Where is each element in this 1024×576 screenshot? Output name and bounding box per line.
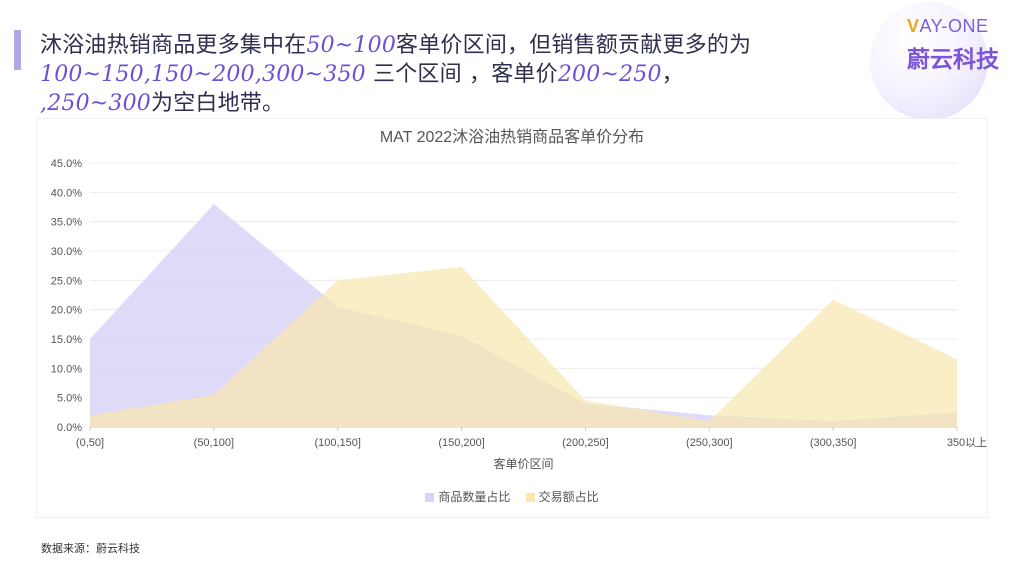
y-tick-label: 0.0% xyxy=(57,422,82,434)
y-tick-label: 30.0% xyxy=(51,246,82,258)
series-area-1 xyxy=(90,266,957,427)
data-point xyxy=(708,420,710,422)
x-tick-label: 350以上 xyxy=(947,436,987,449)
y-tick-label: 20.0% xyxy=(51,305,82,317)
legend-swatch-product-count xyxy=(425,493,435,503)
y-tick-label: 25.0% xyxy=(51,275,82,287)
logo-english-text: VAY-ONE xyxy=(907,16,989,36)
logo-chinese-text: 蔚云科技 xyxy=(907,47,999,73)
data-point xyxy=(213,394,215,396)
x-tick-label: (150,200] xyxy=(438,437,484,449)
x-tick-label: (50,100] xyxy=(194,437,234,449)
data-point xyxy=(213,203,215,205)
x-tick-label: (0,50] xyxy=(76,437,104,449)
y-tick-label: 40.0% xyxy=(51,187,82,199)
legend-item-product-count: 商品数量占比 xyxy=(425,488,510,505)
y-tick-label: 15.0% xyxy=(51,334,82,346)
data-point xyxy=(89,414,91,416)
y-tick-label: 5.0% xyxy=(57,393,82,405)
data-point xyxy=(832,299,834,301)
x-tick-label: (250,300] xyxy=(686,437,732,449)
data-point xyxy=(584,400,586,402)
x-axis-label: 客单价区间 xyxy=(493,456,553,471)
data-point xyxy=(461,266,463,268)
chart-legend: 商品数量占比 交易额占比 xyxy=(0,488,1024,505)
y-tick-label: 10.0% xyxy=(51,363,82,375)
chart-title: MAT 2022沐浴油热销商品客单价分布 xyxy=(379,129,645,146)
x-tick-label: (200,250] xyxy=(562,437,608,449)
legend-swatch-sales-amount xyxy=(525,493,535,503)
y-tick-label: 45.0% xyxy=(51,158,82,170)
title-accent-bar xyxy=(14,30,21,70)
legend-item-sales-amount: 交易额占比 xyxy=(525,488,599,505)
data-point xyxy=(956,359,958,361)
page-headline: 沐浴油热销商品更多集中在50~100客单价区间，但销售额贡献更多的为 100~1… xyxy=(40,33,752,116)
x-tick-label: (300,350] xyxy=(810,437,856,449)
data-source-note: 数据来源：蔚云科技 xyxy=(41,542,140,555)
data-point xyxy=(89,338,91,340)
data-point xyxy=(337,279,339,281)
x-tick-label: (100,150] xyxy=(314,437,360,449)
logo-bubble xyxy=(870,2,988,120)
y-tick-label: 35.0% xyxy=(51,217,82,229)
brand-logo: VAY-ONE 蔚云科技 xyxy=(870,2,1020,120)
data-point xyxy=(708,414,710,416)
